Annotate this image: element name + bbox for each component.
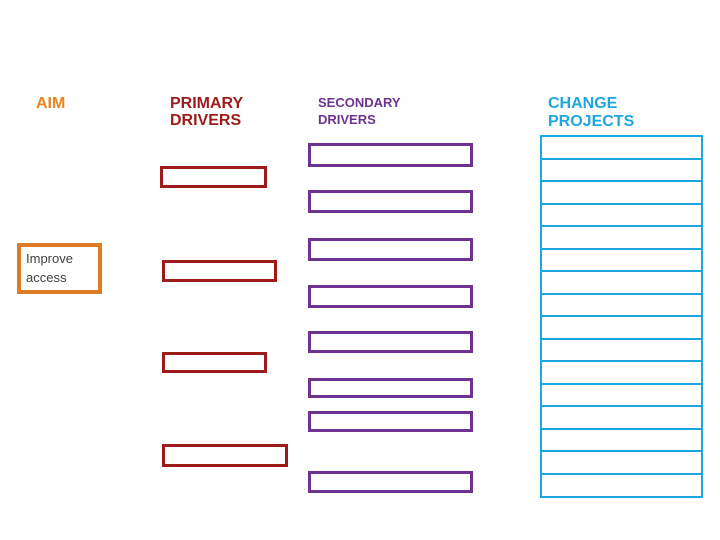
change-project-box <box>540 337 703 363</box>
change-projects-header-line1: CHANGE <box>548 95 618 112</box>
secondary-driver-box <box>308 285 473 308</box>
secondary-driver-box <box>308 378 473 398</box>
secondary-driver-box <box>308 411 473 432</box>
change-projects-header-line2: PROJECTS <box>548 113 635 130</box>
change-project-box <box>540 315 703 340</box>
primary-drivers-header-line2: DRIVERS <box>170 112 242 129</box>
primary-drivers-header-line1: PRIMARY <box>170 95 244 112</box>
secondary-drivers-header-line1: SECONDARY <box>318 95 401 110</box>
change-project-box <box>540 135 703 160</box>
aim-header: AIM <box>36 95 65 112</box>
secondary-driver-box <box>308 471 473 493</box>
change-project-box <box>540 247 703 273</box>
primary-driver-box <box>162 352 267 373</box>
secondary-driver-box <box>308 331 473 353</box>
change-project-box <box>540 405 703 430</box>
primary-driver-box <box>162 444 288 467</box>
aim-box-text: Improve access <box>26 251 73 285</box>
aim-box: Improve access <box>17 243 102 294</box>
change-project-box <box>540 292 703 318</box>
change-project-box <box>540 270 703 295</box>
change-projects-column <box>540 135 703 498</box>
primary-drivers-header: PRIMARY DRIVERS <box>170 95 243 129</box>
primary-driver-box <box>162 260 277 282</box>
primary-driver-box <box>160 166 267 188</box>
change-project-box <box>540 450 703 475</box>
change-project-box <box>540 225 703 250</box>
change-project-box <box>540 180 703 205</box>
secondary-drivers-header: SECONDARY DRIVERS <box>318 94 401 128</box>
change-project-box <box>540 382 703 408</box>
change-project-box <box>540 202 703 228</box>
secondary-driver-box <box>308 238 473 261</box>
change-projects-header: CHANGE PROJECTS <box>548 95 634 131</box>
secondary-drivers-header-line2: DRIVERS <box>318 112 376 127</box>
change-project-box <box>540 360 703 385</box>
change-project-box <box>540 157 703 183</box>
secondary-driver-box <box>308 143 473 167</box>
aim-header-label: AIM <box>36 95 66 112</box>
change-project-box <box>540 472 703 498</box>
change-project-box <box>540 427 703 453</box>
secondary-driver-box <box>308 190 473 213</box>
